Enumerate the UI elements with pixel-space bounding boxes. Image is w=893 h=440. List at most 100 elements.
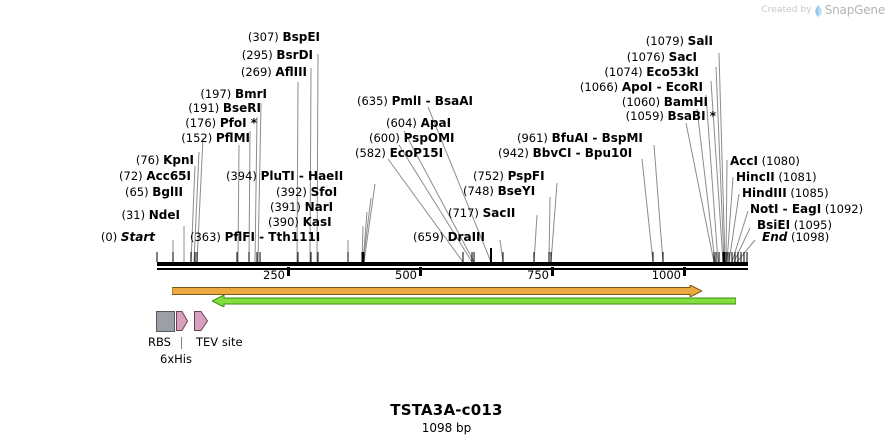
site-name: NarI bbox=[304, 200, 334, 214]
ruler-tick-500 bbox=[419, 267, 422, 276]
site-position: (307) bbox=[247, 30, 279, 44]
feature-6xhis-arrow[interactable] bbox=[176, 311, 188, 331]
site-name: Acc65I bbox=[146, 169, 191, 183]
site-position: (1066) bbox=[579, 80, 619, 94]
ruler-label-1000: 1000 bbox=[651, 268, 681, 282]
site-label-afliii[interactable]: (269) AflIII bbox=[241, 66, 307, 78]
ruler-tick-250 bbox=[287, 267, 290, 276]
site-label-kasi[interactable]: (390) KasI bbox=[268, 216, 332, 228]
site-label-apai[interactable]: (604) ApaI bbox=[386, 117, 451, 129]
site-label-hindiii[interactable]: HindIII (1085) bbox=[742, 187, 829, 199]
site-label-kpni[interactable]: (76) KpnI bbox=[136, 154, 194, 166]
site-name: PspOMI bbox=[403, 131, 455, 145]
site-name: HincII bbox=[736, 170, 775, 184]
watermark-prefix: Created by bbox=[761, 5, 812, 15]
site-position: (394) bbox=[226, 169, 257, 183]
site-label-apoi-ecori[interactable]: (1066) ApoI - EcoRI bbox=[580, 81, 703, 93]
site-position: (1098) bbox=[791, 230, 830, 244]
snapgene-logo-icon bbox=[815, 4, 822, 17]
site-name: BsrDI bbox=[276, 48, 313, 62]
site-name: Start bbox=[120, 230, 155, 244]
site-label-bamhi[interactable]: (1060) BamHI bbox=[622, 96, 708, 108]
feature-rbs-box[interactable] bbox=[156, 311, 175, 332]
site-label-eco53ki[interactable]: (1074) Eco53kI bbox=[604, 66, 699, 78]
site-label-pluti-haeii[interactable]: (394) PluTI - HaeII bbox=[226, 170, 343, 182]
site-label-end[interactable]: End (1098) bbox=[762, 231, 829, 243]
site-position: (1092) bbox=[824, 202, 864, 216]
site-name: BseRI bbox=[222, 101, 261, 115]
site-label-noti-eagi[interactable]: NotI - EagI (1092) bbox=[750, 203, 863, 215]
site-label-bseyi[interactable]: (748) BseYI bbox=[463, 185, 535, 197]
site-label-sali[interactable]: (1079) SalI bbox=[646, 35, 713, 47]
green-reverse-track[interactable] bbox=[212, 295, 736, 307]
site-name: SacII bbox=[482, 206, 516, 220]
site-label-bsrdi[interactable]: (295) BsrDI bbox=[242, 49, 313, 61]
site-name: BbvCI - Bpu10I bbox=[532, 146, 633, 160]
site-position: (1076) bbox=[626, 50, 666, 64]
site-position: (65) bbox=[124, 185, 149, 199]
site-label-draiii[interactable]: (659) DraIII bbox=[413, 231, 485, 243]
ruler-label-500: 500 bbox=[395, 268, 417, 282]
site-name: PluTI - HaeII bbox=[260, 169, 344, 183]
site-label-bseri[interactable]: (191) BseRI bbox=[188, 102, 261, 114]
orange-forward-track[interactable] bbox=[172, 285, 702, 297]
site-position: (1085) bbox=[790, 186, 829, 200]
site-label-sfoi[interactable]: (392) SfoI bbox=[276, 186, 337, 198]
sequence-backbone-shadow bbox=[157, 268, 748, 270]
site-name: SfoI bbox=[310, 185, 338, 199]
site-name: BspEI bbox=[282, 30, 320, 44]
site-label-bfuai-bspmi[interactable]: (961) BfuAI - BspMI bbox=[517, 132, 643, 144]
site-name: BsiEI bbox=[757, 218, 791, 232]
site-label-bsabi[interactable]: (1059) BsaBI * bbox=[626, 110, 716, 122]
site-label-sacii[interactable]: (717) SacII bbox=[448, 207, 515, 219]
site-name: Eco53kI bbox=[646, 65, 699, 79]
site-label-nari[interactable]: (391) NarI bbox=[270, 201, 333, 213]
site-label-acc65i[interactable]: (72) Acc65I bbox=[119, 170, 191, 182]
ruler-label-250: 250 bbox=[263, 268, 285, 282]
site-name: NdeI bbox=[148, 208, 180, 222]
site-label-pspomi[interactable]: (600) PspOMI bbox=[369, 132, 455, 144]
ruler-tick-1000 bbox=[683, 267, 686, 276]
site-label-ecop15i[interactable]: (582) EcoP15I bbox=[355, 147, 443, 159]
site-label-pflfi-tth111i[interactable]: (363) PflFI - Tth111I bbox=[190, 231, 320, 243]
site-position: (752) bbox=[473, 169, 504, 183]
site-label-pmli-bsaai[interactable]: (635) PmlI - BsaAI bbox=[357, 95, 473, 107]
site-position: (31) bbox=[121, 208, 146, 222]
construct-length: 1098 bp bbox=[421, 421, 472, 435]
watermark-brand: SnapGene bbox=[824, 3, 885, 17]
feature-label-6xhis: 6xHis bbox=[160, 352, 192, 366]
site-position: (363) bbox=[190, 230, 221, 244]
site-name: SalI bbox=[687, 34, 713, 48]
site-label-acci[interactable]: AccI (1080) bbox=[730, 155, 800, 167]
site-label-bmri[interactable]: (197) BmrI bbox=[200, 88, 267, 100]
site-name: KasI bbox=[302, 215, 332, 229]
site-name: BglII bbox=[152, 185, 183, 199]
site-label-bsiei[interactable]: BsiEI (1095) bbox=[757, 219, 832, 231]
site-label-bbvci-bpu10i[interactable]: (942) BbvCI - Bpu10I bbox=[498, 147, 632, 159]
feature-6xhis-leader bbox=[181, 337, 182, 349]
site-label-bglii[interactable]: (65) BglII bbox=[125, 186, 183, 198]
site-label-hincii[interactable]: HincII (1081) bbox=[736, 171, 817, 183]
site-position: (582) bbox=[355, 146, 386, 160]
site-name: AccI bbox=[730, 154, 758, 168]
site-label-saci[interactable]: (1076) SacI bbox=[627, 51, 697, 63]
ruler-label-750: 750 bbox=[527, 268, 549, 282]
site-label-pfoi[interactable]: (176) PfoI * bbox=[185, 117, 257, 129]
site-name: EcoP15I bbox=[389, 146, 444, 160]
site-position: (1080) bbox=[761, 154, 800, 168]
site-name: SacI bbox=[668, 50, 697, 64]
site-name: PmlI - BsaAI bbox=[391, 94, 473, 108]
site-label-bspei[interactable]: (307) BspEI bbox=[248, 31, 320, 43]
feature-tev-site-arrow[interactable] bbox=[194, 311, 208, 331]
site-label-pspfi[interactable]: (752) PspFI bbox=[473, 170, 545, 182]
site-position: (391) bbox=[270, 200, 301, 214]
site-position: (1074) bbox=[604, 65, 643, 79]
snapgene-watermark: Created by SnapGene bbox=[761, 3, 885, 17]
site-position: (748) bbox=[463, 184, 494, 198]
site-name: BfuAI - BspMI bbox=[551, 131, 643, 145]
sequence-backbone[interactable] bbox=[157, 262, 748, 266]
site-label-start[interactable]: (0) Start bbox=[101, 231, 155, 243]
site-label-pflmi[interactable]: (152) PflMI bbox=[181, 132, 250, 144]
site-name: End bbox=[762, 230, 788, 244]
site-label-ndei[interactable]: (31) NdeI bbox=[121, 209, 180, 221]
